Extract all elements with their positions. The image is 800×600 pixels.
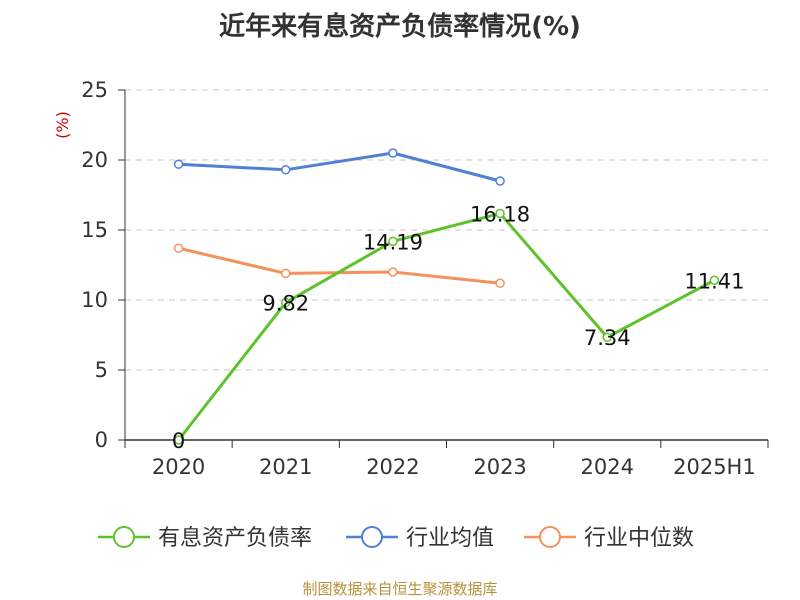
data-label: 11.41: [684, 269, 744, 293]
data-point: [281, 268, 291, 279]
data-point: [173, 159, 184, 169]
source-note: 制图数据来自恒生聚源数据库: [302, 580, 498, 598]
legend-marker: [113, 526, 135, 548]
legend-marker: [361, 526, 383, 548]
legend: 有息资产负债率 行业均值 行业中位数: [98, 526, 694, 551]
x-tick-label: 2023: [473, 455, 526, 479]
data-label: 7.34: [584, 326, 631, 350]
data-point: [602, 332, 612, 342]
y-tick-label: 10: [81, 288, 108, 312]
legend-label: 有息资产负债率: [158, 526, 312, 551]
y-tick-label: 25: [81, 78, 108, 102]
x-tick-label: 2022: [366, 455, 419, 479]
chart-title: 近年来有息资产负债率情况(%): [219, 12, 581, 42]
y-tick-label: 5: [95, 358, 108, 382]
data-point: [388, 236, 398, 247]
data-labels: 0 9.82 14.19 16.18 7.34 11.41: [172, 202, 745, 453]
data-point: [388, 148, 398, 158]
y-tick-label: 20: [81, 148, 108, 172]
data-point: [495, 208, 505, 219]
x-tick-label: 2025H1: [673, 455, 756, 479]
data-point: [388, 267, 398, 277]
x-tick-label: 2020: [152, 455, 205, 479]
axes: 0 5 10 15 20 25 2020 2021 2022 2023 2024 2025H1 (%): [53, 78, 769, 479]
y-tick-label: 15: [81, 218, 108, 242]
data-point: [709, 275, 720, 286]
data-point: [281, 297, 291, 308]
data-label: 16.18: [470, 202, 530, 226]
data-label: 14.19: [363, 230, 423, 254]
y-tick-label: 0: [95, 428, 108, 452]
data-point: [495, 278, 505, 288]
data-point: [495, 176, 505, 186]
data-label: 9.82: [262, 292, 309, 316]
series-line: [177, 211, 716, 441]
x-tick-label: 2024: [581, 455, 634, 479]
data-point: [173, 435, 184, 445]
data-label: 0: [172, 429, 185, 453]
data-point: [173, 243, 184, 253]
legend-label: 行业均值: [406, 526, 494, 551]
series-lines: [173, 148, 720, 445]
grid-lines: [125, 89, 768, 371]
x-tick-label: 2021: [259, 455, 312, 479]
data-point: [281, 165, 291, 175]
y-axis-unit-label: (%): [53, 111, 72, 139]
series-line: [178, 246, 501, 285]
legend-marker: [539, 526, 561, 548]
series-line: [178, 151, 501, 183]
legend-label: 行业中位数: [584, 526, 694, 551]
